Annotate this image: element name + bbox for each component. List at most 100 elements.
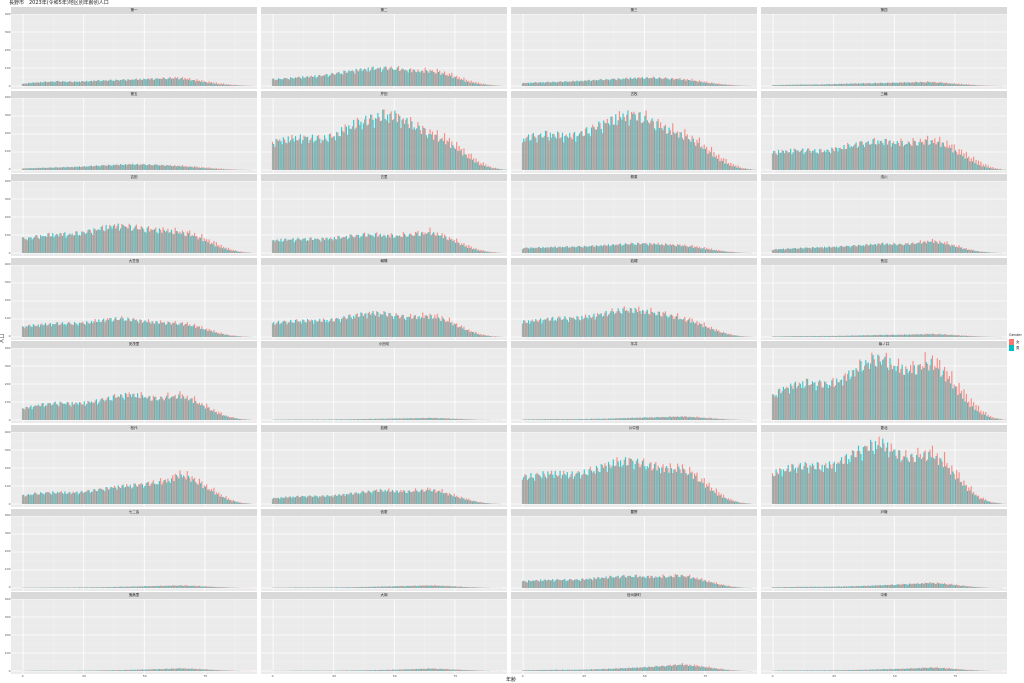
bar-female-age-7 (288, 322, 291, 337)
bar-male-age-47 (137, 163, 139, 170)
bar-female-age-80 (715, 250, 717, 254)
bar-female-age-79 (713, 329, 715, 337)
bar-female-age-21 (72, 404, 74, 421)
bar-male-age-44 (879, 361, 881, 421)
bar-female-age-46 (133, 483, 135, 504)
bar-male-age-30 (595, 245, 597, 254)
bar-female-age-65 (679, 469, 681, 504)
bar-male-age-71 (445, 321, 447, 337)
bar-male-age-33 (853, 450, 855, 504)
bar-female-age-26 (84, 234, 87, 254)
bar-male-age-47 (887, 82, 889, 86)
bar-male-age-47 (637, 242, 639, 254)
bar-male-age-43 (877, 140, 879, 170)
bar-male-age-28 (840, 83, 843, 86)
bar-male-age-20 (571, 317, 573, 337)
bar-female-age-92 (244, 419, 247, 421)
bar-female-age-84 (475, 248, 477, 254)
bar-male-age-57 (411, 72, 413, 86)
bar-female-age-52 (897, 83, 900, 86)
bar-female-age-31 (847, 142, 849, 170)
bar-female-age-27 (87, 489, 89, 504)
bar-female-age-2 (276, 79, 278, 86)
bar-female-age-90 (740, 502, 742, 504)
bar-female-age-65 (429, 128, 431, 170)
bar-male-age-83 (474, 83, 476, 86)
bar-male-age-0 (773, 249, 775, 254)
bar-female-age-33 (101, 489, 104, 504)
facet-panel (11, 347, 257, 424)
bar-male-age-88 (486, 335, 488, 337)
bar-female-age-75 (203, 329, 205, 337)
bar-female-age-9 (43, 167, 45, 170)
bar-female-age-61 (919, 138, 921, 170)
bar-male-age-29 (343, 315, 345, 337)
bar-female-age-0 (771, 85, 774, 86)
bar-female-age-6 (36, 406, 38, 421)
bar-female-age-43 (126, 164, 128, 170)
bar-male-age-79 (964, 84, 966, 86)
bar-female-age-7 (538, 475, 541, 504)
bar-male-age-24 (831, 247, 833, 254)
facet-panel (761, 264, 1007, 340)
bar-male-age-47 (137, 79, 139, 86)
bar-male-age-43 (627, 310, 629, 337)
bar-female-age-18 (315, 419, 317, 421)
bar-female-age-37 (611, 418, 613, 421)
bar-female-age-71 (193, 233, 196, 254)
bar-male-age-14 (307, 318, 309, 337)
bar-female-age-9 (543, 248, 545, 254)
bar-male-age-56 (658, 127, 660, 170)
bar-male-age-45 (632, 113, 634, 170)
bar-male-age-75 (454, 496, 457, 504)
bar-female-age-84 (225, 415, 227, 421)
bar-female-age-4 (281, 497, 283, 504)
bar-male-age-44 (879, 334, 881, 337)
bar-male-age-59 (916, 243, 918, 254)
bar-female-age-39 (366, 236, 368, 254)
bar-male-age-43 (127, 317, 129, 337)
bar-male-age-47 (637, 418, 639, 421)
bar-female-age-25 (82, 321, 84, 337)
bar-female-age-68 (436, 68, 438, 86)
bar-male-age-79 (714, 156, 716, 170)
bar-male-age-37 (112, 80, 114, 86)
bar-female-age-78 (710, 418, 713, 421)
bar-male-age-62 (673, 318, 675, 337)
bar-male-age-21 (324, 134, 326, 170)
bar-female-age-76 (956, 386, 958, 421)
bar-male-age-24 (581, 247, 583, 254)
bar-female-age-7 (788, 393, 791, 421)
bar-female-age-79 (713, 151, 715, 170)
bar-female-age-46 (883, 335, 885, 337)
bar-female-age-56 (157, 233, 159, 254)
bar-male-age-11 (549, 320, 551, 337)
bar-male-age-37 (362, 419, 364, 421)
bar-female-age-46 (133, 164, 135, 170)
bar-male-age-89 (238, 252, 240, 254)
bar-female-age-42 (373, 419, 375, 421)
bar-male-age-58 (663, 471, 665, 504)
bar-male-age-41 (122, 484, 124, 504)
bar-female-age-23 (327, 495, 329, 504)
bar-female-age-3 (779, 152, 781, 170)
bar-female-age-75 (203, 80, 205, 86)
bar-male-age-2 (277, 320, 280, 337)
bar-male-age-42 (374, 315, 377, 337)
bar-female-age-40 (868, 245, 871, 254)
bar-male-age-70 (192, 167, 194, 170)
bar-female-age-69 (689, 79, 691, 86)
bar-female-age-13 (803, 153, 805, 170)
bar-male-age-15 (309, 237, 311, 254)
bar-male-age-71 (195, 401, 197, 421)
bar-male-age-64 (678, 417, 680, 421)
bar-male-age-46 (634, 244, 636, 254)
bar-male-age-64 (928, 82, 930, 86)
bar-female-age-16 (60, 491, 62, 504)
bar-male-age-54 (903, 375, 906, 421)
bar-male-age-40 (620, 116, 622, 170)
bar-female-age-94 (999, 168, 1001, 170)
bar-male-age-23 (328, 419, 331, 421)
bar-male-age-53 (901, 82, 903, 86)
bar-male-age-40 (620, 418, 622, 421)
